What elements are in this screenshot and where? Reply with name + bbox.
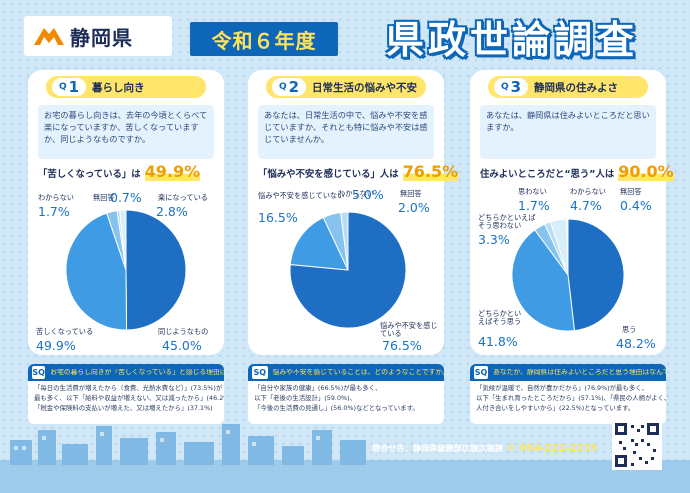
- question-text: あなたは、日常生活の中で、悩みや不安を感じていますか、それとも特に悩みや不安は感…: [258, 105, 434, 159]
- pie-slice-1: [289, 211, 407, 329]
- sub-question-text: 悩みや不安を感じていることは、どのようなことですか。: [272, 368, 444, 376]
- pie-slice-5: [119, 209, 127, 271]
- slice-label-no-answer: 無回答: [620, 187, 642, 196]
- pie-slice-4: [544, 221, 569, 276]
- pie-slice-3: [106, 210, 127, 271]
- pie-slice-5: [549, 218, 569, 276]
- shizuoka-logo-icon: [34, 28, 64, 45]
- result-value: 76.5%: [402, 162, 459, 181]
- sub-question-text: あなたが、静岡県は住みよいところだと思う理由はなんですか。: [493, 368, 666, 376]
- slice-value-unknown: 4.7%: [570, 198, 602, 213]
- question-panel-1: Q 1 暮らし向き お宅の暮らし向きは、去年の今頃とくらべて楽になっていますか、…: [28, 70, 224, 355]
- slice-label-harder: 苦しくなっている: [36, 327, 94, 336]
- contact-info: 問合せ先：静岡県総務部広聴広報課 ✆ 054-221-2235: [372, 440, 612, 456]
- prefecture-name: 静岡県: [70, 25, 133, 50]
- result-value: 90.0%: [618, 162, 674, 181]
- pie-slice-1: [567, 218, 625, 332]
- sub-question-answer: 「気候が温暖で、自然が豊かだから」(76.9%)が最も多く、 以下「生まれ育った…: [476, 384, 666, 412]
- question-header: Q 1 暮らし向き: [46, 76, 206, 98]
- slice-value-agree: 48.2%: [616, 336, 656, 351]
- sub-question-header: SQ あなたが、静岡県は住みよいところだと思う理由はなんですか。: [470, 364, 666, 381]
- pie-slice-4: [116, 209, 127, 271]
- result-summary: 「悩みや不安を感じている」人は 76.5%: [258, 162, 459, 184]
- slice-label-disagree: 思わない: [518, 187, 547, 196]
- result-summary: 住みよいところだと“思う”人は 90.0%: [480, 162, 674, 184]
- pie-slice-3: [322, 211, 349, 271]
- sq-badge: SQ: [252, 366, 268, 379]
- slice-label-somewhat-disagree: どちらかといえばそう思わない: [478, 213, 536, 230]
- question-text: お宅の暮らし向きは、去年の今頃とくらべて楽になっていますか、苦しくなっていますか…: [38, 105, 214, 159]
- slice-value-harder: 49.9%: [36, 338, 76, 353]
- slice-value-no-answer: 0.4%: [620, 198, 652, 213]
- sub-question-answer: 「自分や家族の健康」(66.5%)が最も多く、 以下「老後の生活設計」(59.0…: [254, 384, 419, 412]
- qr-code[interactable]: [612, 420, 662, 470]
- pie-slice-1: [125, 209, 187, 331]
- sub-question-header: SQ お宅の暮らし向きが「苦しくなっている」と感じる理由は何ですか。: [28, 364, 224, 381]
- page-title: 県政世論調査: [385, 17, 638, 62]
- question-header: Q 3 静岡県の住みよさ: [488, 76, 648, 98]
- result-summary: 「苦しくなっている」は 49.9%: [38, 162, 214, 184]
- qr-code-icon: [615, 423, 659, 467]
- phone-icon: ✆: [507, 442, 516, 454]
- slice-label-no-answer: 無回答: [93, 193, 115, 202]
- sub-question-box-2: SQ 悩みや不安を感じていることは、どのようなことですか。 「自分や家族の健康」…: [248, 364, 444, 424]
- prefecture-logo: 静岡県: [24, 16, 172, 56]
- question-title: 日常生活の悩みや不安: [312, 81, 417, 94]
- pie-slice-3: [534, 223, 569, 276]
- slice-value-unknown: 1.7%: [38, 204, 70, 219]
- question-header: Q 2 日常生活の悩みや不安: [266, 76, 426, 98]
- year-badge: 令和６年度: [190, 22, 338, 56]
- pie-slice-4: [340, 211, 349, 271]
- slice-value-easier: 2.8%: [156, 204, 188, 219]
- slice-label-anxious: 悩みや不安を感じている: [380, 321, 438, 338]
- sub-question-text: お宅の暮らし向きが「苦しくなっている」と感じる理由は何ですか。: [50, 368, 224, 376]
- city-skyline-illustration: [0, 424, 690, 493]
- sub-question-answer: 「毎日の生活費が増えたから（食費、光熱水費など）」(73.5%)が 最も多く、以…: [34, 384, 224, 412]
- slice-value-unknown: 5.0%: [352, 187, 384, 202]
- question-panel-2: Q 2 日常生活の悩みや不安 あなたは、日常生活の中で、悩みや不安を感じています…: [248, 70, 459, 355]
- slice-label-unknown: わからない: [338, 189, 374, 198]
- slice-value-not-anxious: 16.5%: [258, 210, 298, 225]
- slice-value-no-answer: 2.0%: [398, 200, 430, 215]
- slice-value-disagree: 1.7%: [518, 198, 550, 213]
- result-label: 「苦しくなっている」は: [38, 169, 141, 180]
- sub-question-box-3: SQ あなたが、静岡県は住みよいところだと思う理由はなんですか。 「気候が温暖で…: [470, 364, 666, 424]
- result-value: 49.9%: [144, 162, 201, 181]
- slice-label-no-answer: 無回答: [400, 189, 422, 198]
- result-label: 住みよいところだと“思う”人は: [480, 169, 615, 180]
- slice-value-same: 45.0%: [162, 338, 202, 353]
- question-text: あなたは、静岡県は住みよいところだと思いますか。: [480, 105, 656, 159]
- result-label: 「悩みや不安を感じている」人は: [258, 169, 399, 180]
- pie-slice-2: [289, 216, 349, 271]
- sub-question-box-1: SQ お宅の暮らし向きが「苦しくなっている」と感じる理由は何ですか。 「毎日の生…: [28, 364, 224, 424]
- pie-slice-2: [65, 212, 128, 331]
- slice-label-unknown: わからない: [570, 187, 606, 196]
- question-panel-3: Q 3 静岡県の住みよさ あなたは、静岡県は住みよいところだと思いますか。 住み…: [470, 70, 674, 355]
- question-number: Q 3: [494, 78, 528, 96]
- contact-department: 問合せ先：静岡県総務部広聴広報課: [372, 443, 504, 453]
- slice-label-somewhat-agree: どちらかといえばそう思う: [478, 309, 522, 326]
- question-number: Q 2: [272, 78, 306, 96]
- slice-value-no-answer: 0.7%: [110, 190, 142, 205]
- sub-question-header: SQ 悩みや不安を感じていることは、どのようなことですか。: [248, 364, 444, 381]
- slice-label-unknown: わからない: [38, 193, 74, 202]
- slice-label-same: 同じようなもの: [158, 327, 209, 336]
- contact-phone: 054-221-2235: [519, 442, 598, 454]
- pie-slice-6: [566, 218, 569, 276]
- question-number: Q 1: [52, 78, 86, 96]
- slice-value-somewhat-disagree: 3.3%: [478, 232, 510, 247]
- sq-badge: SQ: [474, 366, 489, 379]
- question-title: 暮らし向き: [92, 81, 145, 94]
- sq-badge: SQ: [32, 366, 46, 379]
- slice-value-somewhat-agree: 41.8%: [478, 334, 518, 349]
- slice-label-agree: 思う: [622, 325, 637, 334]
- slice-label-not-anxious: 悩みや不安を感じていない: [258, 191, 345, 200]
- question-title: 静岡県の住みよさ: [534, 81, 618, 94]
- slice-value-anxious: 76.5%: [382, 338, 422, 353]
- slice-label-easier: 楽になっている: [158, 193, 208, 202]
